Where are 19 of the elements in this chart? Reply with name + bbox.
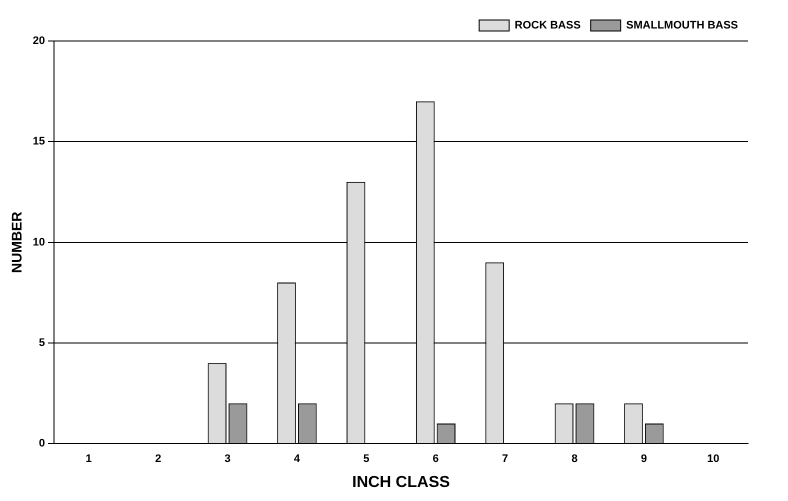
- y-tick-label: 5: [38, 336, 46, 349]
- legend-label: ROCK BASS: [514, 20, 581, 32]
- x-tick-label: 10: [707, 453, 720, 466]
- x-tick-label: 1: [86, 453, 92, 466]
- y-tick-label: 10: [32, 236, 46, 248]
- x-tick-label: 2: [155, 453, 162, 466]
- y-tick-label: 20: [32, 35, 46, 48]
- x-tick-label: 9: [640, 453, 647, 466]
- x-tick-label: 6: [432, 453, 439, 466]
- x-tick-label: 8: [571, 453, 578, 466]
- y-tick-label: 0: [38, 438, 46, 450]
- y-tick-label: 15: [32, 136, 46, 148]
- y-axis-title: NUMBER: [8, 212, 24, 274]
- x-axis-title: INCH CLASS: [352, 474, 450, 491]
- x-tick-label: 4: [294, 453, 301, 466]
- x-tick-label: 3: [224, 453, 231, 466]
- x-tick-label: 7: [502, 453, 508, 466]
- legend-label: SMALLMOUTH BASS: [626, 20, 738, 32]
- x-tick-label: 5: [363, 453, 370, 466]
